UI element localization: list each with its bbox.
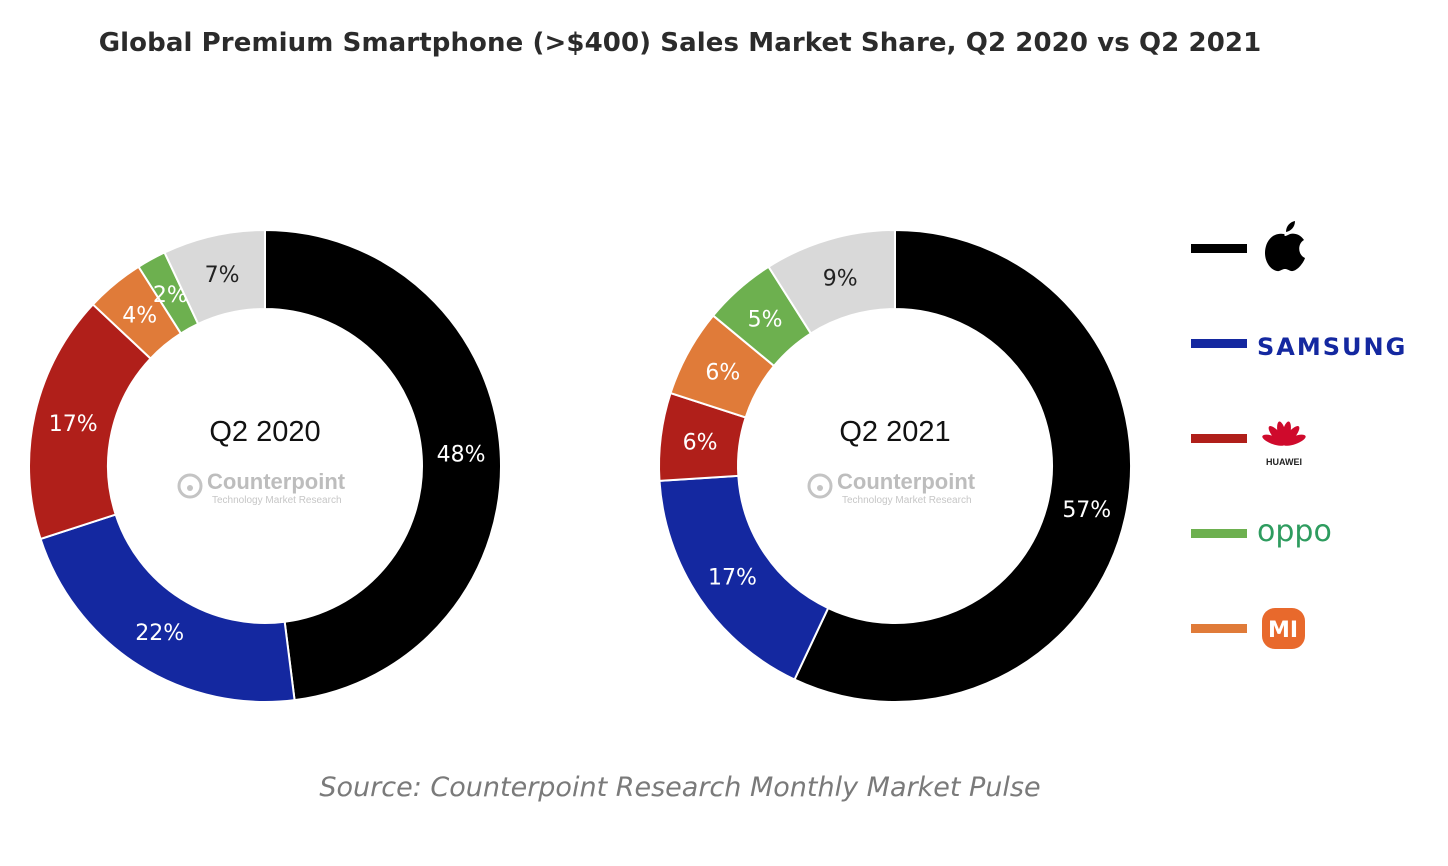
chart-title: Global Premium Smartphone (>$400) Sales …: [98, 28, 1262, 58]
slice-label-huawei: 6%: [683, 430, 718, 455]
svg-text:Technology Market Research: Technology Market Research: [842, 495, 972, 506]
source-note: Source: Counterpoint Research Monthly Ma…: [319, 772, 1041, 803]
legend-item-samsung: SAMSUNG: [1191, 333, 1407, 361]
huawei-logo-icon: [1262, 421, 1306, 446]
legend-swatch-apple: [1191, 244, 1247, 253]
svg-text:Counterpoint: Counterpoint: [207, 469, 346, 494]
legend-swatch-huawei: [1191, 434, 1247, 443]
slice-label-samsung: 17%: [708, 565, 757, 590]
donut-chart-q2-2021: 57% 17% 6% 6% 5% 9% Q2 2021 CounterpointTechnol…: [658, 228, 1132, 703]
samsung-wordmark: SAMSUNG: [1257, 333, 1407, 361]
slice-apple: [264, 228, 502, 702]
legend-swatch-oppo: [1191, 529, 1247, 538]
huawei-wordmark: HUAWEI: [1266, 457, 1302, 467]
slice-label-xiaomi: 4%: [122, 304, 157, 329]
svg-text:MI: MI: [1268, 618, 1298, 643]
legend: SAMSUNG HUAWEI oppo MI: [1191, 221, 1407, 649]
slice-label-others: 9%: [823, 266, 858, 291]
slice-label-xiaomi: 6%: [705, 360, 740, 385]
slice-label-oppo: 5%: [748, 308, 783, 333]
slice-label-others: 7%: [205, 263, 240, 288]
legend-swatch-samsung: [1191, 339, 1247, 348]
svg-text:Counterpoint: Counterpoint: [837, 469, 976, 494]
counterpoint-logo-icon: [807, 473, 833, 499]
center-label: Q2 2021: [839, 416, 950, 448]
slice-apple: [793, 228, 1132, 703]
slice-label-huawei: 17%: [49, 412, 98, 437]
legend-item-huawei: HUAWEI: [1191, 421, 1306, 467]
oppo-wordmark: oppo: [1257, 514, 1332, 549]
counterpoint-logo-icon: [177, 473, 203, 499]
center-label: Q2 2020: [209, 416, 320, 448]
apple-logo-icon: [1265, 221, 1305, 272]
slice-label-apple: 57%: [1062, 498, 1111, 523]
slice-label-apple: 48%: [437, 443, 486, 468]
slice-samsung: [39, 513, 296, 703]
svg-text:Technology Market Research: Technology Market Research: [212, 495, 342, 506]
legend-item-xiaomi: MI: [1191, 608, 1305, 649]
legend-item-oppo: oppo: [1191, 514, 1332, 549]
legend-swatch-xiaomi: [1191, 624, 1247, 633]
slice-others: [163, 228, 266, 326]
slice-label-samsung: 22%: [135, 621, 184, 646]
legend-item-apple: [1191, 221, 1305, 272]
slice-others: [767, 228, 896, 335]
xiaomi-logo-icon: MI: [1262, 608, 1305, 649]
donut-chart-q2-2020: 48%22%17%4%2%7%Q2 2020CounterpointTechno…: [28, 228, 502, 703]
